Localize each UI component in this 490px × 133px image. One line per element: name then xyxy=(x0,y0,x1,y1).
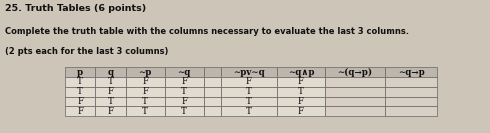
FancyBboxPatch shape xyxy=(221,67,277,77)
Text: ∼(q→p): ∼(q→p) xyxy=(338,68,372,77)
FancyBboxPatch shape xyxy=(125,97,165,107)
FancyBboxPatch shape xyxy=(325,97,385,107)
FancyBboxPatch shape xyxy=(65,77,96,87)
FancyBboxPatch shape xyxy=(277,67,325,77)
Text: F: F xyxy=(142,77,148,86)
FancyBboxPatch shape xyxy=(385,67,437,77)
FancyBboxPatch shape xyxy=(96,97,125,107)
Text: T: T xyxy=(77,87,83,96)
Text: ∼q: ∼q xyxy=(177,68,191,77)
Text: T: T xyxy=(298,87,304,96)
FancyBboxPatch shape xyxy=(165,107,203,116)
Text: T: T xyxy=(77,77,83,86)
FancyBboxPatch shape xyxy=(65,107,96,116)
FancyBboxPatch shape xyxy=(165,77,203,87)
Text: T: T xyxy=(142,107,148,116)
Text: T: T xyxy=(246,87,252,96)
Text: F: F xyxy=(77,107,83,116)
FancyBboxPatch shape xyxy=(165,97,203,107)
FancyBboxPatch shape xyxy=(165,87,203,97)
Text: F: F xyxy=(142,87,148,96)
Text: F: F xyxy=(181,97,187,106)
FancyBboxPatch shape xyxy=(385,77,437,87)
FancyBboxPatch shape xyxy=(96,107,125,116)
FancyBboxPatch shape xyxy=(65,87,96,97)
Text: F: F xyxy=(107,107,114,116)
Text: (2 pts each for the last 3 columns): (2 pts each for the last 3 columns) xyxy=(5,47,168,56)
Text: p: p xyxy=(77,68,83,77)
FancyBboxPatch shape xyxy=(203,77,221,87)
FancyBboxPatch shape xyxy=(221,97,277,107)
FancyBboxPatch shape xyxy=(277,77,325,87)
FancyBboxPatch shape xyxy=(203,97,221,107)
FancyBboxPatch shape xyxy=(385,97,437,107)
Text: Complete the truth table with the columns necessary to evaluate the last 3 colum: Complete the truth table with the column… xyxy=(5,27,409,36)
Text: F: F xyxy=(298,107,304,116)
FancyBboxPatch shape xyxy=(125,87,165,97)
Text: F: F xyxy=(298,97,304,106)
Text: T: T xyxy=(107,97,113,106)
FancyBboxPatch shape xyxy=(96,77,125,87)
FancyBboxPatch shape xyxy=(65,67,96,77)
Text: ∼pv∼q: ∼pv∼q xyxy=(233,68,265,77)
Text: ∼p: ∼p xyxy=(138,68,152,77)
Text: T: T xyxy=(246,97,252,106)
Text: ∼q→p: ∼q→p xyxy=(398,68,425,77)
FancyBboxPatch shape xyxy=(277,97,325,107)
FancyBboxPatch shape xyxy=(65,97,96,107)
FancyBboxPatch shape xyxy=(221,107,277,116)
Text: T: T xyxy=(181,107,187,116)
FancyBboxPatch shape xyxy=(277,107,325,116)
FancyBboxPatch shape xyxy=(385,107,437,116)
FancyBboxPatch shape xyxy=(325,87,385,97)
FancyBboxPatch shape xyxy=(125,77,165,87)
Text: T: T xyxy=(246,107,252,116)
FancyBboxPatch shape xyxy=(277,87,325,97)
FancyBboxPatch shape xyxy=(96,67,125,77)
FancyBboxPatch shape xyxy=(125,67,165,77)
FancyBboxPatch shape xyxy=(385,87,437,97)
Text: ∼q∧p: ∼q∧p xyxy=(288,68,314,77)
FancyBboxPatch shape xyxy=(165,67,203,77)
Text: T: T xyxy=(142,97,148,106)
FancyBboxPatch shape xyxy=(221,77,277,87)
FancyBboxPatch shape xyxy=(203,67,221,77)
FancyBboxPatch shape xyxy=(203,107,221,116)
Text: F: F xyxy=(181,77,187,86)
FancyBboxPatch shape xyxy=(221,87,277,97)
Text: 25. Truth Tables (6 points): 25. Truth Tables (6 points) xyxy=(5,4,146,13)
FancyBboxPatch shape xyxy=(96,87,125,97)
Text: T: T xyxy=(107,77,113,86)
FancyBboxPatch shape xyxy=(203,87,221,97)
Text: F: F xyxy=(77,97,83,106)
FancyBboxPatch shape xyxy=(325,77,385,87)
Text: T: T xyxy=(181,87,187,96)
Text: F: F xyxy=(107,87,114,96)
Text: F: F xyxy=(246,77,252,86)
Text: q: q xyxy=(107,68,114,77)
FancyBboxPatch shape xyxy=(325,107,385,116)
FancyBboxPatch shape xyxy=(125,107,165,116)
Text: F: F xyxy=(298,77,304,86)
FancyBboxPatch shape xyxy=(325,67,385,77)
